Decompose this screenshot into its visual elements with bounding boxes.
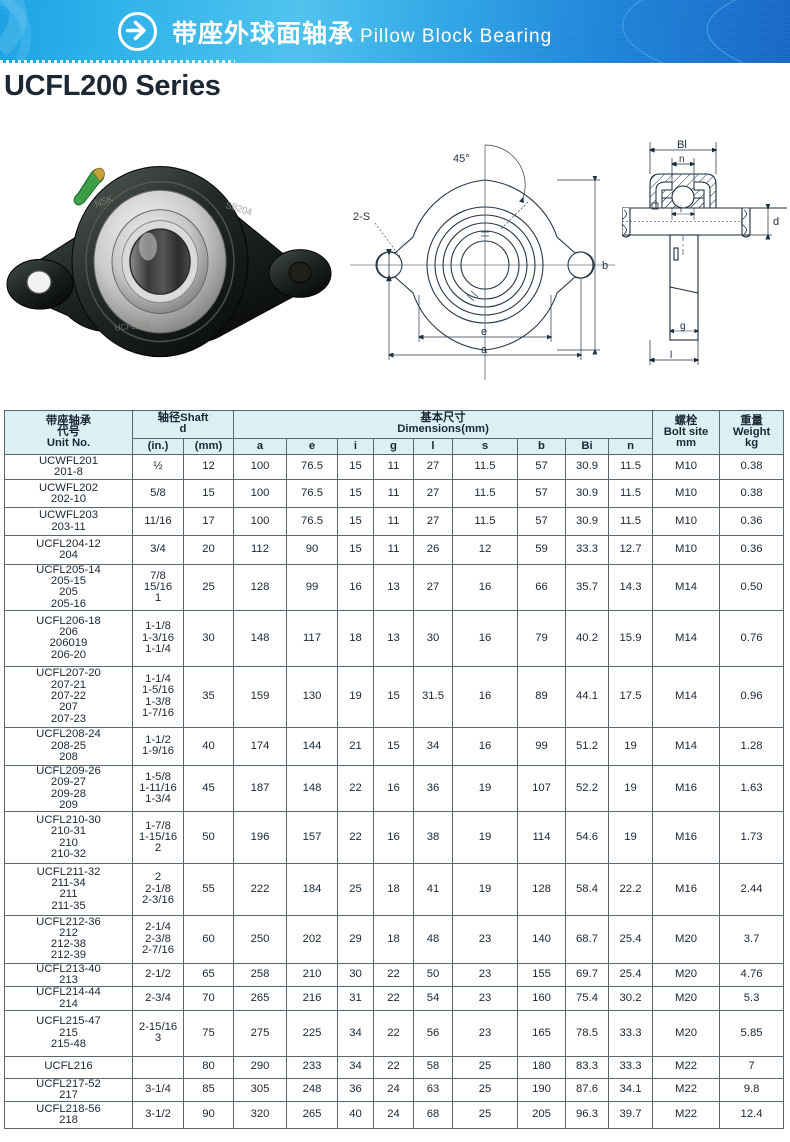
svg-text:d: d (773, 216, 779, 228)
svg-text:e: e (481, 326, 487, 338)
svg-text:2-S: 2-S (353, 211, 370, 223)
svg-text:n: n (679, 154, 685, 165)
svg-text:g: g (680, 321, 686, 332)
svg-text:Bl: Bl (677, 140, 687, 151)
svg-text:a: a (481, 344, 488, 356)
svg-text:b: b (602, 260, 608, 272)
svg-text:45°: 45° (453, 153, 470, 165)
svg-text:i: i (680, 204, 682, 214)
svg-text:l: l (670, 350, 672, 361)
